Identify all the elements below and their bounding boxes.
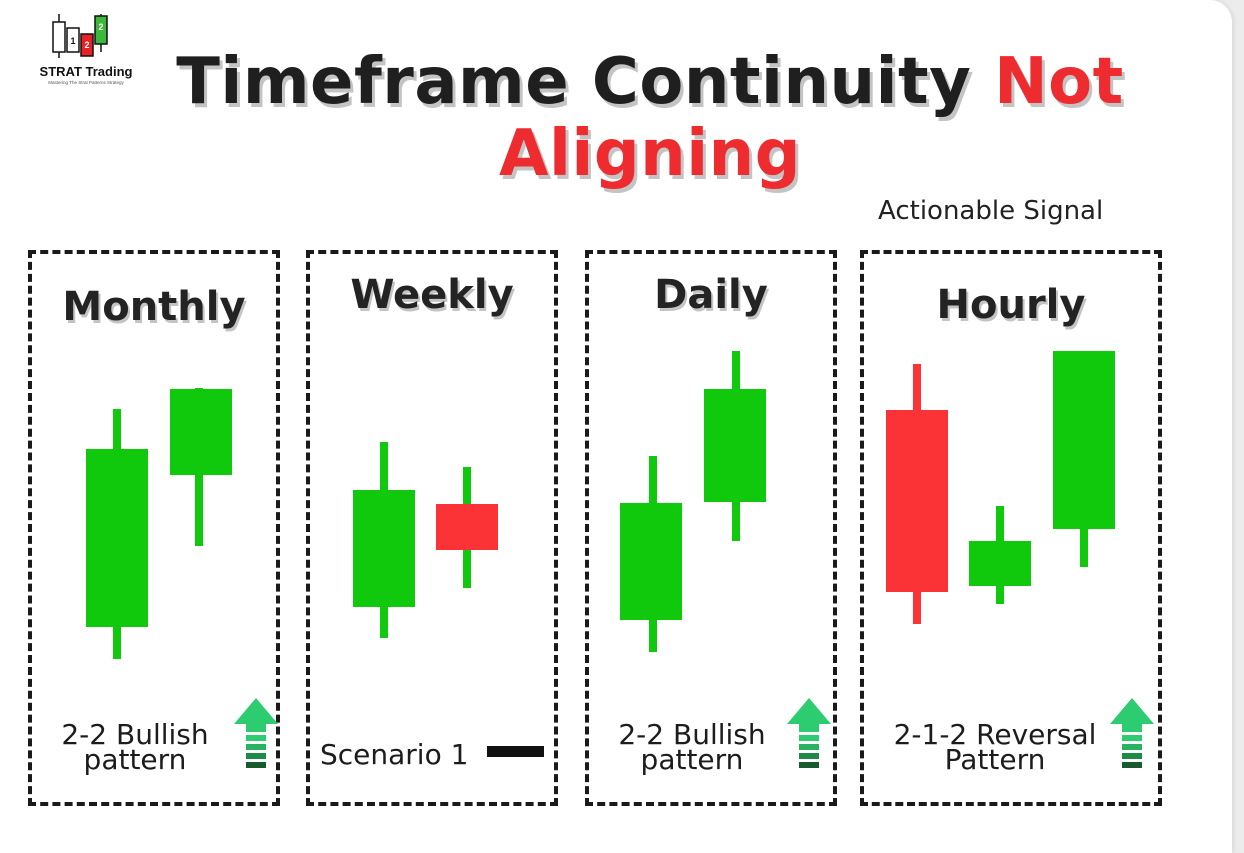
candle-body-green [969, 541, 1031, 586]
candle-body-green [704, 389, 766, 502]
logo-tagline: Mastering The Strat Patterns Strategy [30, 80, 142, 85]
up-arrow-icon [234, 698, 278, 778]
panel-daily: Daily 2-2 Bullish pattern [585, 250, 837, 806]
logo-name: STRAT Trading [30, 64, 142, 79]
candle-body-green [1053, 351, 1115, 529]
candle-body-green [170, 389, 232, 475]
title-main: Timeframe Continuity [176, 45, 971, 119]
up-arrow-icon [1110, 698, 1154, 778]
pattern-caption: 2-2 Bullish pattern [50, 722, 220, 772]
title-accent: Not [994, 45, 1124, 119]
strat-trading-logo: 1 2 2 STRAT Trading Mastering The Strat … [30, 14, 142, 92]
panel-monthly: Monthly 2-2 Bullish pattern [28, 250, 280, 806]
weekly-candles [310, 254, 554, 802]
title-line2: Aligning [499, 117, 801, 191]
panel-hourly: Hourly 2-1-2 Reversal Pattern [860, 250, 1162, 806]
scenario-caption: Scenario 1 [320, 742, 490, 767]
actionable-signal-label: Actionable Signal [878, 196, 1138, 226]
panel-weekly: Weekly Scenario 1 [306, 250, 558, 806]
candle-body-green [620, 503, 682, 620]
dash-icon [487, 746, 544, 757]
candle-body-green [353, 490, 415, 607]
svg-text:2: 2 [84, 40, 89, 50]
caption-line1: Scenario 1 [320, 742, 490, 767]
candle-body-green [86, 449, 148, 627]
candle-body-red [886, 410, 948, 592]
logo-candles-icon: 1 2 2 [50, 14, 122, 60]
pattern-caption: 2-1-2 Reversal Pattern [880, 722, 1110, 772]
page-title: Timeframe Continuity Not Aligning [150, 46, 1150, 190]
candle-body-red [436, 504, 498, 550]
svg-text:2: 2 [98, 22, 103, 32]
pattern-caption: 2-2 Bullish pattern [607, 722, 777, 772]
up-arrow-icon [787, 698, 831, 778]
svg-text:1: 1 [70, 36, 75, 46]
